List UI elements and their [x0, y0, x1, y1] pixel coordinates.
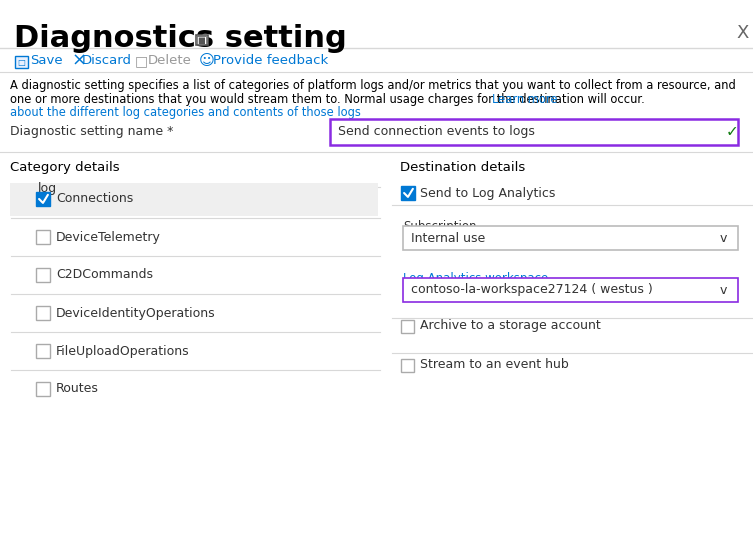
Text: Diagnostics setting: Diagnostics setting: [14, 24, 346, 53]
Text: Learn more: Learn more: [492, 93, 557, 106]
Text: Subscription: Subscription: [403, 220, 477, 233]
Text: log: log: [38, 182, 57, 195]
Text: ▣: ▣: [196, 33, 208, 47]
Text: □: □: [135, 54, 148, 68]
Text: contoso-la-workspace27124 ( westus ): contoso-la-workspace27124 ( westus ): [411, 283, 653, 296]
Text: Connections: Connections: [56, 192, 133, 206]
FancyBboxPatch shape: [401, 320, 414, 333]
Text: DeviceTelemetry: DeviceTelemetry: [56, 231, 161, 243]
FancyBboxPatch shape: [36, 306, 50, 320]
Text: Internal use: Internal use: [411, 231, 485, 244]
Text: Log Analytics workspace: Log Analytics workspace: [403, 272, 548, 285]
Text: ×: ×: [72, 52, 87, 70]
Text: Send to Log Analytics: Send to Log Analytics: [420, 186, 556, 199]
Text: C2DCommands: C2DCommands: [56, 269, 153, 282]
Text: ✓: ✓: [726, 124, 739, 140]
FancyBboxPatch shape: [36, 382, 50, 396]
FancyBboxPatch shape: [10, 183, 378, 216]
Text: Send connection events to logs: Send connection events to logs: [338, 125, 535, 139]
Text: X: X: [736, 24, 748, 42]
FancyBboxPatch shape: [403, 278, 738, 302]
Text: A diagnostic setting specifies a list of categories of platform logs and/or metr: A diagnostic setting specifies a list of…: [10, 79, 736, 92]
Text: FileUploadOperations: FileUploadOperations: [56, 345, 190, 357]
Text: Provide feedback: Provide feedback: [213, 54, 328, 67]
FancyBboxPatch shape: [15, 56, 28, 68]
Text: Routes: Routes: [56, 383, 99, 396]
Text: one or more destinations that you would stream them to. Normal usage charges for: one or more destinations that you would …: [10, 93, 648, 106]
Text: Archive to a storage account: Archive to a storage account: [420, 319, 601, 333]
Text: about the different log categories and contents of those logs: about the different log categories and c…: [10, 106, 361, 119]
Text: DeviceIdentityOperations: DeviceIdentityOperations: [56, 306, 215, 319]
Text: v: v: [720, 283, 727, 296]
FancyBboxPatch shape: [401, 359, 414, 372]
FancyBboxPatch shape: [36, 230, 50, 244]
Text: Save: Save: [30, 54, 62, 67]
FancyBboxPatch shape: [36, 268, 50, 282]
Text: Discard: Discard: [82, 54, 132, 67]
Text: Delete: Delete: [148, 54, 192, 67]
Text: Destination details: Destination details: [400, 161, 526, 174]
FancyBboxPatch shape: [36, 192, 50, 206]
Text: ☺: ☺: [199, 54, 215, 68]
Text: v: v: [720, 231, 727, 244]
FancyBboxPatch shape: [401, 186, 415, 200]
FancyBboxPatch shape: [330, 119, 738, 145]
Text: Diagnostic setting name *: Diagnostic setting name *: [10, 125, 173, 139]
FancyBboxPatch shape: [196, 35, 208, 45]
Text: Category details: Category details: [10, 161, 120, 174]
FancyBboxPatch shape: [403, 226, 738, 250]
FancyBboxPatch shape: [36, 344, 50, 358]
Text: □: □: [17, 58, 25, 66]
Text: Stream to an event hub: Stream to an event hub: [420, 358, 569, 372]
